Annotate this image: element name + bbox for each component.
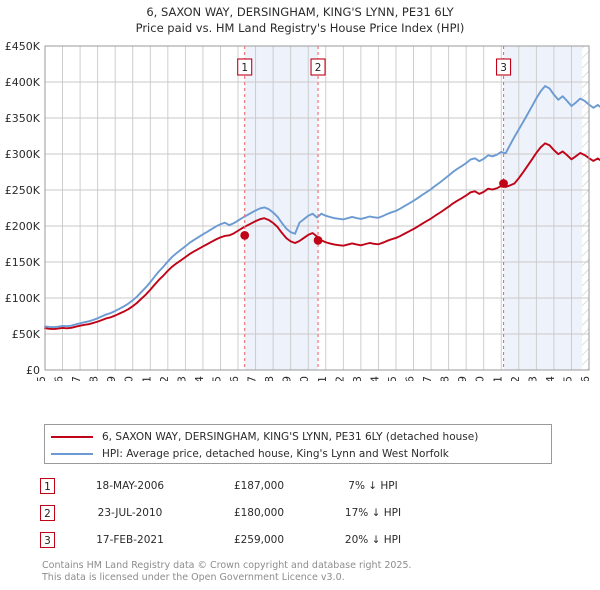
legend-label-hpi: HPI: Average price, detached house, King… — [102, 447, 449, 460]
svg-text:2001: 2001 — [140, 376, 153, 381]
transaction-date-3: 17-FEB-2021 — [96, 533, 164, 546]
svg-text:£250K: £250K — [5, 184, 41, 197]
transaction-delta-3: 20% ↓ HPI — [344, 533, 402, 546]
svg-text:£400K: £400K — [5, 76, 41, 89]
hpi-line-chart: £0 £50K £100K £150K £200K £250K £300K £350K £400… — [5, 40, 600, 381]
svg-text:£200K: £200K — [5, 220, 41, 233]
title-line-address: 6, SAXON WAY, DERSINGHAM, KING'S LYNN, P… — [146, 5, 454, 19]
svg-text:2007: 2007 — [246, 376, 259, 381]
transaction-badge-3: 3 — [40, 531, 55, 548]
footer-attribution: Contains HM Land Registry data © Crown c… — [42, 560, 582, 583]
svg-text:£300K: £300K — [5, 148, 41, 161]
table-row: 1 18-MAY-2006 £187,000 7% ↓ HPI — [40, 472, 460, 499]
legend-label-price-paid: 6, SAXON WAY, DERSINGHAM, KING'S LYNN, P… — [102, 430, 479, 443]
svg-text:£350K: £350K — [5, 112, 41, 125]
svg-text:2004: 2004 — [193, 376, 206, 381]
transaction-date-2: 23-JUL-2010 — [97, 506, 163, 519]
svg-text:£0: £0 — [26, 364, 40, 377]
svg-text:1: 1 — [241, 62, 248, 74]
svg-text:2008: 2008 — [263, 376, 276, 381]
svg-text:2011: 2011 — [316, 376, 329, 381]
svg-text:£450K: £450K — [5, 40, 41, 53]
svg-text:2015: 2015 — [386, 376, 399, 381]
svg-text:2016: 2016 — [404, 376, 417, 381]
svg-text:2006: 2006 — [228, 376, 241, 381]
svg-text:2026: 2026 — [579, 376, 592, 381]
footer-line-licence: This data is licensed under the Open Gov… — [42, 571, 345, 583]
transaction-delta-1: 7% ↓ HPI — [348, 479, 398, 492]
svg-text:2020: 2020 — [474, 376, 487, 381]
svg-text:2021: 2021 — [491, 376, 504, 381]
svg-text:2017: 2017 — [421, 376, 434, 381]
svg-text:2000: 2000 — [123, 376, 136, 381]
transactions-table: 1 18-MAY-2006 £187,000 7% ↓ HPI 2 23-JUL… — [40, 472, 460, 553]
svg-text:2023: 2023 — [526, 376, 539, 381]
svg-text:2012: 2012 — [333, 376, 346, 381]
legend-entry-price-paid: 6, SAXON WAY, DERSINGHAM, KING'S LYNN, P… — [51, 428, 545, 445]
svg-text:2002: 2002 — [158, 376, 171, 381]
svg-text:1997: 1997 — [70, 376, 83, 381]
svg-text:£50K: £50K — [12, 328, 41, 341]
transaction-delta-2: 17% ↓ HPI — [344, 506, 402, 519]
transaction-price-1: £187,000 — [233, 479, 285, 492]
svg-text:2013: 2013 — [351, 376, 364, 381]
svg-text:2022: 2022 — [509, 376, 522, 381]
transaction-price-2: £180,000 — [233, 506, 285, 519]
svg-text:3: 3 — [500, 62, 507, 74]
footer-line-copyright: Contains HM Land Registry data © Crown c… — [42, 560, 412, 571]
table-row: 3 17-FEB-2021 £259,000 20% ↓ HPI — [40, 526, 460, 553]
svg-text:£100K: £100K — [5, 292, 41, 305]
svg-text:2018: 2018 — [439, 376, 452, 381]
svg-text:1998: 1998 — [88, 376, 101, 381]
svg-text:2010: 2010 — [298, 376, 311, 381]
chart-legend: 6, SAXON WAY, DERSINGHAM, KING'S LYNN, P… — [44, 424, 552, 464]
svg-text:2019: 2019 — [456, 376, 469, 381]
title-line-subtitle: Price paid vs. HM Land Registry's House … — [135, 21, 465, 35]
chart-area: £0 £50K £100K £150K £200K £250K £300K £350K £400… — [0, 36, 600, 381]
page-title: 6, SAXON WAY, DERSINGHAM, KING'S LYNN, P… — [0, 4, 600, 36]
svg-text:2009: 2009 — [281, 376, 294, 381]
svg-text:2014: 2014 — [368, 376, 381, 381]
svg-text:£150K: £150K — [5, 256, 41, 269]
transaction-price-3: £259,000 — [233, 533, 285, 546]
svg-text:2003: 2003 — [175, 376, 188, 381]
transaction-badge-2: 2 — [40, 504, 55, 521]
transaction-badge-1: 1 — [40, 477, 55, 494]
svg-text:2005: 2005 — [210, 376, 223, 381]
svg-text:2024: 2024 — [544, 376, 557, 381]
legend-swatch-price-paid — [51, 435, 93, 438]
transaction-date-1: 18-MAY-2006 — [95, 479, 165, 492]
legend-entry-hpi: HPI: Average price, detached house, King… — [51, 445, 545, 462]
svg-text:1995: 1995 — [35, 376, 48, 381]
table-row: 2 23-JUL-2010 £180,000 17% ↓ HPI — [40, 499, 460, 526]
svg-text:2: 2 — [315, 62, 322, 74]
svg-text:2025: 2025 — [561, 376, 574, 381]
legend-swatch-hpi — [51, 452, 93, 455]
svg-text:1999: 1999 — [105, 376, 118, 381]
svg-text:1996: 1996 — [53, 376, 66, 381]
